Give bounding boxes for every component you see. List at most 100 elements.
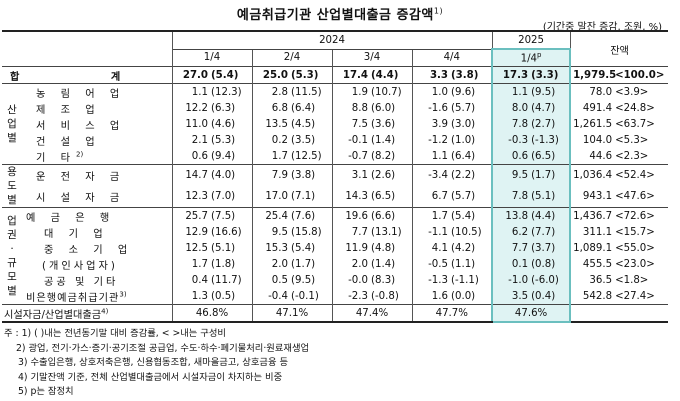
growth-rate: (1.8) — [211, 258, 236, 270]
change-value: -0.5 — [411, 256, 450, 272]
change-value: 12.5 — [171, 240, 210, 256]
change-value: 14.7 — [171, 164, 210, 186]
change-value: 7.7 — [491, 240, 531, 256]
row-label: 대 기 업 — [44, 228, 109, 240]
growth-rate: (3.8) — [450, 66, 493, 84]
balance-value: 36.5 — [569, 272, 615, 288]
growth-rate: (1.4) — [371, 134, 396, 146]
row-label: 시 설 자 금 — [36, 193, 126, 204]
change-value: 3.1 — [331, 164, 370, 186]
row-label: 운 전 자 금 — [22, 164, 172, 186]
growth-rate: (11.7) — [211, 274, 242, 286]
ratio-value: 47.6% — [491, 304, 572, 323]
growth-rate: (9.4) — [211, 150, 236, 162]
growth-rate: (6.5) — [530, 148, 572, 165]
change-value: 1.3 — [171, 288, 210, 305]
quarter-header-2025: 1/4p — [491, 48, 572, 67]
share-value: <100.0> — [614, 66, 669, 84]
table-row: 기 타2) 0.6 (9.4) 1.7 (12.5) -0.7 (8.2) 1.1 (6.4) 0… — [2, 148, 668, 165]
growth-rate: (3.3) — [530, 66, 572, 84]
group-label: 업 권 · 규 모 별 — [2, 207, 22, 305]
change-value: 3.5 — [491, 288, 531, 305]
share-value: <27.4> — [615, 290, 655, 302]
change-value: 7.8 — [491, 186, 531, 208]
change-value: 6.8 — [251, 100, 290, 116]
growth-rate: (6.5) — [371, 191, 396, 202]
table-row: (개인사업자) 1.7 (1.8) 2.0 (1.7) 2.0 (1.4) -0.5 (1.1)… — [2, 256, 668, 272]
change-value: 4.1 — [411, 240, 450, 256]
change-value: -0.3 — [491, 132, 531, 148]
header-year-row: 2024 2025 잔액 — [2, 30, 669, 67]
growth-rate: (4.8) — [371, 242, 396, 254]
growth-rate: (-1.1) — [451, 274, 479, 286]
change-value: 15.3 — [251, 240, 290, 256]
change-value: 12.3 — [171, 186, 210, 208]
growth-rate: (11.5) — [290, 83, 332, 100]
row-label: 중 소 기 업 — [44, 244, 134, 256]
growth-rate: (0.4) — [530, 288, 572, 305]
row-label: 서 비 스 업 — [36, 120, 126, 132]
growth-rate: (7.1) — [291, 191, 316, 202]
ratio-row: 시설자금/산업별대출금4) 46.8% 47.1% 47.4% 47.7% 47.6% — [2, 304, 669, 323]
growth-rate: (-0.8) — [371, 290, 399, 302]
change-value: 7.5 — [331, 116, 370, 132]
ratio-value: 47.1% — [251, 304, 332, 323]
change-value: 7.9 — [251, 164, 290, 186]
share-value: <3.9> — [614, 83, 669, 100]
change-value: 0.1 — [491, 256, 531, 272]
growth-rate: (5.7) — [451, 102, 476, 114]
change-value: 2.0 — [251, 256, 290, 272]
growth-rate: (2.7) — [530, 116, 572, 132]
share-value: <1.8> — [615, 274, 649, 286]
growth-rate: (1.4) — [371, 258, 396, 270]
ratio-label: 시설자금/산업별대출금4) — [2, 304, 172, 323]
growth-rate: (0.8) — [530, 256, 572, 272]
balance-value: 1,089.1 — [569, 240, 615, 256]
change-value: 13.5 — [251, 116, 290, 132]
change-value: 25.7 — [171, 207, 210, 224]
growth-rate: (3.5) — [291, 134, 316, 146]
balance-value: 1,261.5 — [569, 116, 615, 132]
quarter-header: 4/4 — [411, 48, 493, 67]
growth-rate: (15.8) — [291, 226, 322, 238]
change-value: -1.2 — [411, 132, 450, 148]
share-value: <15.7> — [615, 226, 655, 238]
row-label: 비은행예금취급기관3) — [26, 290, 127, 304]
balance-value: 542.8 — [569, 288, 615, 305]
growth-rate: (10.5) — [451, 226, 482, 238]
table-row: 업 권 · 규 모 별 예 금 은 행 25.7 (7.5) 25.4 (7.6) 19.6 (6.6)… — [2, 207, 669, 305]
table-row: 중 소 기 업 12.5 (5.1) 15.3 (5.4) 11.9 (4.8) 4.1 (4.… — [2, 240, 668, 256]
growth-rate: (7.5) — [210, 207, 252, 224]
row-label: 건 설 업 — [36, 136, 101, 148]
change-value: 11.9 — [331, 240, 370, 256]
balance-header: 잔액 — [569, 30, 669, 67]
footnote: 5) p는 잠정치 — [18, 386, 74, 398]
footnote: 2) 광업, 전기·가스·증기·공기조절 공급업, 수도·하수·폐기물처리·원료… — [16, 342, 310, 354]
change-value: 17.3 — [491, 66, 531, 84]
share-value: <63.7> — [615, 118, 655, 130]
growth-rate: (5.7) — [451, 191, 476, 202]
change-value: 2.1 — [171, 132, 210, 148]
growth-rate: (-6.0) — [530, 272, 572, 288]
change-value: 0.6 — [171, 148, 210, 165]
change-value: 17.0 — [251, 186, 290, 208]
growth-rate: (1.7) — [291, 258, 316, 270]
table-row: 합 계 27.0 (5.4) 25.0 (5.3) 17.4 (4.4) 3.3 (3.8) 17… — [2, 66, 669, 84]
share-value: <72.6> — [614, 207, 669, 224]
footnote: 3) 수출입은행, 상호저축은행, 신용협동조합, 새마을금고, 상호금융 등 — [18, 357, 289, 369]
growth-rate: (3.0) — [451, 118, 476, 130]
ratio-value: 47.4% — [331, 304, 412, 323]
change-value: 2.8 — [251, 83, 290, 100]
footnote: 주 : 1) ( )내는 전년동기말 대비 증감률, < >내는 구성비 — [4, 328, 226, 339]
change-value: 1.1 — [491, 83, 531, 100]
change-value: -1.1 — [411, 224, 450, 240]
change-value: 14.3 — [331, 186, 370, 208]
ratio-empty — [569, 304, 669, 323]
growth-rate: (8.2) — [371, 150, 396, 162]
change-value: 0.4 — [171, 272, 210, 288]
change-value: 8.0 — [491, 100, 531, 116]
change-value: 7.7 — [331, 224, 370, 240]
growth-rate: (13.1) — [371, 226, 402, 238]
growth-rate: (7.6) — [290, 207, 332, 224]
